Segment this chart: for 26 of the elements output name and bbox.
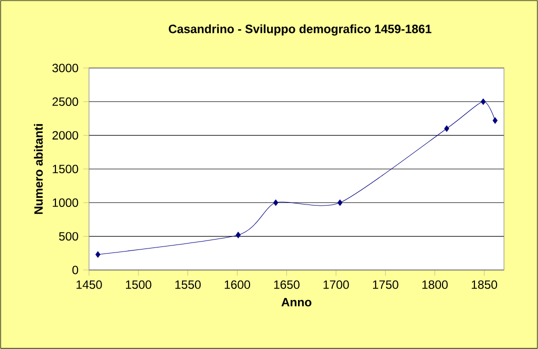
y-tick-label: 1500	[52, 164, 78, 174]
x-tick-label: 1800	[422, 280, 448, 289]
y-tick-label: 1000	[52, 198, 78, 207]
x-tick-label: 1600	[224, 280, 250, 289]
point	[492, 117, 498, 124]
x-tick-label: 1450	[76, 280, 102, 289]
x-tick-label: 1750	[372, 280, 398, 289]
y-tick-label: 2500	[52, 97, 78, 106]
point	[480, 98, 486, 105]
y-tick-label: 0	[72, 266, 78, 274]
x-tick-label: 1650	[274, 280, 300, 289]
y-tick-label: 3000	[52, 64, 78, 72]
point	[236, 232, 241, 238]
point	[444, 125, 450, 132]
point	[338, 199, 342, 206]
x-axis-title: Anno	[281, 298, 312, 306]
y-axis-title: Numero abitanti	[34, 124, 43, 214]
point	[273, 199, 278, 206]
y-tick-label: 500	[59, 232, 78, 241]
y-tick-label: 2000	[52, 131, 78, 140]
x-tick-label: 1550	[175, 280, 201, 289]
x-tick-label: 1700	[324, 280, 349, 289]
x-tick-label: 1850	[472, 280, 498, 289]
x-tick-label: 1500	[126, 280, 152, 289]
chart-title: Casandrino - Sviluppo demografico 1459-1861	[168, 24, 432, 36]
point	[95, 251, 100, 258]
